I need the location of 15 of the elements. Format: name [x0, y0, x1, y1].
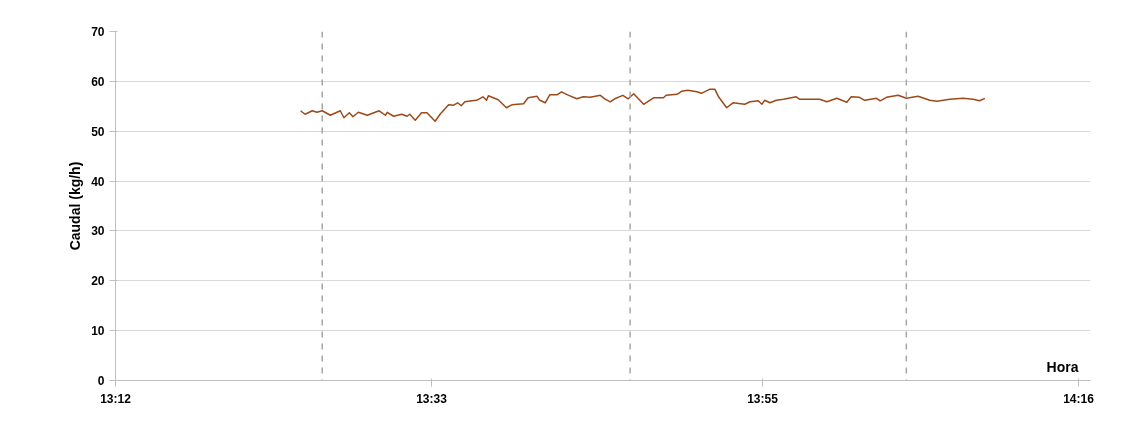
- x-axis-title: Hora: [1046, 358, 1079, 375]
- y-tick-label: 70: [91, 25, 105, 39]
- y-tick-label: 40: [91, 174, 105, 189]
- x-tick-label: 14:16: [1063, 391, 1095, 406]
- x-tick-label: 13:12: [100, 391, 132, 406]
- y-tick-label: 20: [91, 274, 105, 289]
- y-axis-title: Caudal (kg/h): [67, 161, 84, 251]
- y-tick-label: 30: [91, 224, 105, 239]
- x-tick-label: 13:33: [416, 391, 448, 406]
- y-tick-label: 0: [97, 374, 105, 388]
- line-series: [299, 88, 986, 122]
- y-tick-label: 60: [91, 74, 105, 89]
- x-tick-label: 13:55: [747, 391, 779, 406]
- y-tick-label: 10: [91, 324, 105, 339]
- y-tick-label: 50: [91, 124, 105, 139]
